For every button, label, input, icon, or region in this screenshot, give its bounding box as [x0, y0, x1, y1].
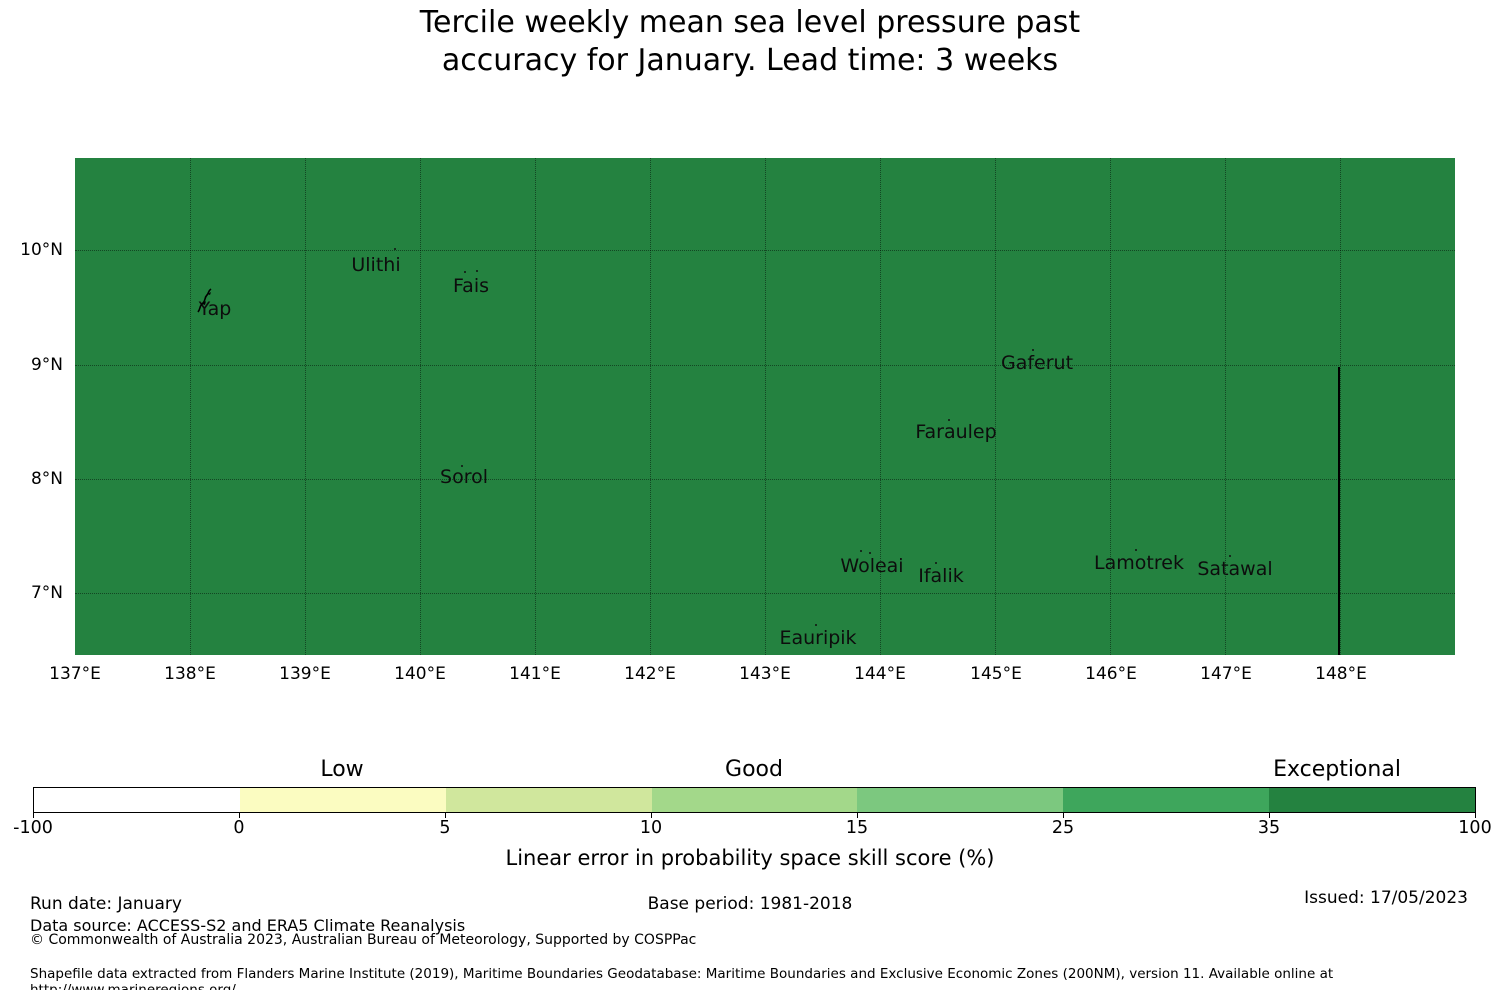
colorbar-tick: [651, 813, 652, 818]
atoll-marker: [869, 552, 871, 554]
x-tick-label: 138°E: [164, 664, 216, 684]
x-tick-label: 142°E: [624, 664, 676, 684]
island-label-ifalik: Ifalik: [918, 565, 964, 587]
island-label-ulithi: Ulithi: [351, 254, 401, 276]
colorbar-segment: [1063, 788, 1270, 812]
colorbar-tick-label: 25: [1051, 818, 1075, 838]
page-title: Tercile weekly mean sea level pressure p…: [0, 4, 1500, 80]
colorbar-tick: [239, 813, 240, 818]
colorbar-axis-label: Linear error in probability space skill …: [505, 846, 995, 870]
colorbar-tick-label: 5: [439, 818, 451, 838]
data-source-text: Data source: ACCESS-S2 and ERA5 Climate …: [30, 916, 466, 935]
gridline-vertical: [650, 158, 651, 655]
colorbar-segment: [651, 788, 858, 812]
gridline-vertical: [1110, 158, 1111, 655]
atoll-marker: [1135, 549, 1137, 551]
shapefile-attribution-text: Shapefile data extracted from Flanders M…: [30, 966, 1334, 990]
colorbar-tick: [857, 813, 858, 818]
colorbar-tier-label-good: Good: [725, 757, 783, 782]
page-title-line1: Tercile weekly mean sea level pressure p…: [419, 5, 1081, 40]
colorbar-segment: [445, 788, 652, 812]
island-label-fais: Fais: [452, 275, 490, 297]
run-date-text: Run date: January: [30, 894, 182, 914]
island-label-gaferut: Gaferut: [1000, 352, 1074, 374]
y-tick-label: 7°N: [30, 583, 63, 603]
atoll-marker: [815, 624, 817, 626]
eez-boundary-line: [1338, 367, 1340, 655]
gridline-vertical: [1340, 158, 1341, 655]
colorbar-tick-label: 35: [1257, 818, 1281, 838]
colorbar-tick: [445, 813, 446, 818]
yap-island-shape: [197, 288, 212, 313]
gridline-vertical: [305, 158, 306, 655]
atoll-marker: [476, 270, 478, 272]
issued-date-text: Issued: 17/05/2023: [1304, 888, 1468, 908]
x-tick-label: 146°E: [1085, 664, 1137, 684]
gridline-vertical: [535, 158, 536, 655]
x-tick-label: 140°E: [394, 664, 446, 684]
x-tick-label: 141°E: [509, 664, 561, 684]
island-label-woleai: Woleai: [840, 555, 904, 577]
atoll-marker: [394, 248, 396, 250]
colorbar-tick: [1063, 813, 1064, 818]
colorbar-tick: [33, 813, 34, 818]
gridline-vertical: [1225, 158, 1226, 655]
colorbar-tick-label: -100: [13, 818, 53, 838]
colorbar-tier-label-low: Low: [320, 757, 364, 782]
copyright-text: © Commonwealth of Australia 2023, Austra…: [30, 932, 697, 948]
atoll-marker: [464, 271, 466, 273]
colorbar-tick-label: 15: [845, 818, 869, 838]
atoll-marker: [948, 419, 950, 421]
colorbar-segment: [857, 788, 1064, 812]
gridline-horizontal: [75, 365, 1455, 366]
atoll-marker: [1032, 349, 1034, 351]
island-label-satawal: Satawal: [1197, 558, 1273, 580]
island-label-sorol: Sorol: [440, 466, 488, 488]
y-tick-label: 10°N: [20, 240, 63, 260]
island-label-lamotrek: Lamotrek: [1094, 552, 1184, 574]
colorbar-tick-label: 10: [639, 818, 663, 838]
x-tick-label: 143°E: [739, 664, 791, 684]
x-tick-label: 147°E: [1200, 664, 1252, 684]
map-plot-area: [75, 158, 1455, 655]
gridline-vertical: [420, 158, 421, 655]
page-title-line2: accuracy for January. Lead time: 3 weeks: [441, 43, 1059, 78]
island-label-faraulep: Faraulep: [915, 421, 997, 443]
colorbar-tick: [1475, 813, 1476, 818]
atoll-marker: [935, 562, 937, 564]
colorbar-tier-label-exceptional: Exceptional: [1273, 757, 1401, 782]
colorbar-tick-label: 0: [233, 818, 245, 838]
colorbar-tick: [1269, 813, 1270, 818]
island-label-yap: Yap: [198, 298, 232, 320]
x-tick-label: 145°E: [970, 664, 1022, 684]
gridline-horizontal: [75, 479, 1455, 480]
gridline-horizontal: [75, 593, 1455, 594]
colorbar-segment: [239, 788, 446, 812]
colorbar-segment: [1269, 788, 1476, 812]
colorbar-tick-label: 100: [1458, 818, 1492, 838]
gridline-vertical: [995, 158, 996, 655]
atoll-marker: [461, 465, 463, 467]
gridline-horizontal: [75, 250, 1455, 251]
x-tick-label: 137°E: [49, 664, 101, 684]
y-tick-label: 9°N: [30, 355, 63, 375]
colorbar-segment: [34, 788, 240, 812]
x-tick-label: 148°E: [1315, 664, 1367, 684]
y-tick-label: 8°N: [30, 469, 63, 489]
gridline-vertical: [880, 158, 881, 655]
island-label-eauripik: Eauripik: [779, 627, 857, 649]
colorbar: [33, 787, 1476, 813]
gridline-vertical: [190, 158, 191, 655]
base-period-text: Base period: 1981-2018: [647, 894, 853, 914]
atoll-marker: [860, 550, 862, 552]
gridline-vertical: [765, 158, 766, 655]
atoll-marker: [1229, 555, 1231, 557]
x-tick-label: 139°E: [279, 664, 331, 684]
x-tick-label: 144°E: [854, 664, 906, 684]
